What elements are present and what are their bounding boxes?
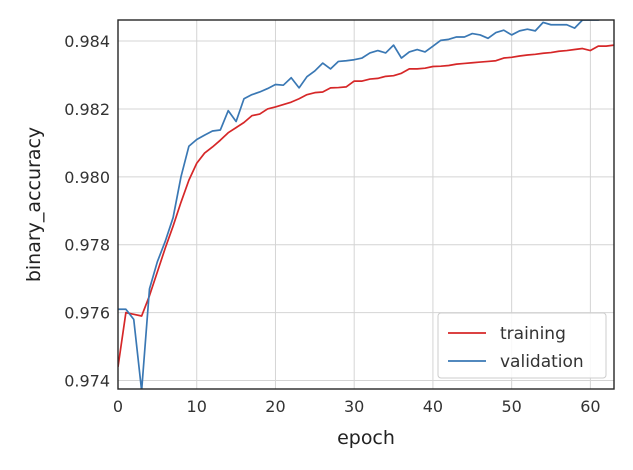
x-tick-labels: 0 10 20 30 40 50 60 [113, 397, 601, 416]
x-tick-label: 20 [265, 397, 285, 416]
legend: training validation [437, 312, 607, 379]
y-tick-label: 0.974 [64, 372, 110, 391]
series-layer [118, 20, 614, 389]
x-tick-label: 30 [344, 397, 364, 416]
series-line-training [118, 44, 614, 368]
x-axis-label: epoch [337, 427, 395, 449]
x-tick-label: 10 [187, 397, 207, 416]
legend-items: training validation [448, 324, 584, 372]
y-tick-label: 0.980 [64, 168, 110, 187]
y-tick-label: 0.978 [64, 236, 110, 255]
legend-label-validation: validation [500, 352, 584, 372]
legend-label-training: training [500, 324, 566, 344]
grid-layer [117, 20, 614, 389]
series-line-validation [118, 20, 602, 389]
y-tick-label: 0.976 [64, 304, 110, 323]
plot-frame [117, 19, 615, 390]
x-tick-label: 40 [423, 397, 443, 416]
x-tick-label: 50 [501, 397, 521, 416]
x-tick-label: 0 [113, 397, 123, 416]
y-tick-label: 0.982 [64, 100, 110, 119]
y-tick-labels: 0.974 0.976 0.978 0.980 0.982 0.984 [64, 32, 110, 390]
y-tick-label: 0.984 [64, 32, 110, 51]
y-axis-label: binary_accuracy [23, 127, 45, 282]
x-tick-label: 60 [580, 397, 600, 416]
